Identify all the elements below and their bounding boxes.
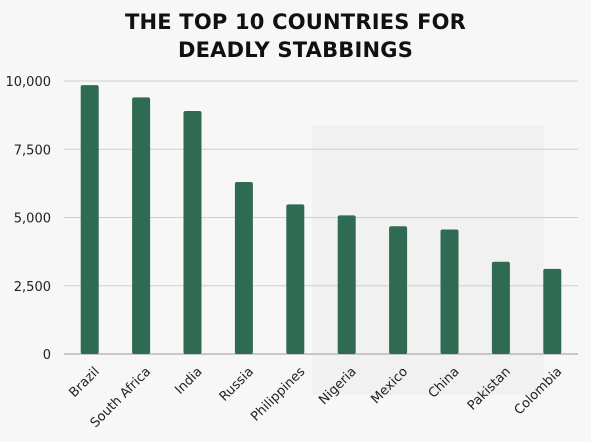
bar [543, 268, 562, 354]
bar [337, 215, 356, 354]
bar [389, 226, 408, 354]
y-tick-label: 0 [43, 348, 51, 363]
y-tick-label: 10,000 [6, 75, 52, 90]
bar [183, 111, 202, 354]
chart-title-line-2: DEADLY STABBINGS [177, 38, 414, 62]
y-tick-label: 2,500 [14, 280, 51, 295]
chart-title: THE TOP 10 COUNTRIES FOR DEADLY STABBING… [0, 8, 591, 64]
bar [234, 182, 253, 354]
y-tick-label: 7,500 [14, 143, 51, 158]
x-tick-label: Brazil [66, 364, 102, 400]
x-tick-label: India [172, 364, 205, 397]
bar [286, 204, 305, 354]
bar [132, 97, 151, 354]
bar [80, 85, 99, 354]
chart-title-line-1: THE TOP 10 COUNTRIES FOR [124, 10, 467, 34]
x-tick-label: Philippines [248, 364, 308, 424]
y-axis: 0 2,500 5,000 7,500 10,000 [6, 75, 52, 363]
y-tick-label: 5,000 [14, 212, 51, 227]
bar [491, 261, 510, 354]
bar [440, 229, 459, 354]
bars [80, 85, 562, 354]
x-tick-label: Russia [217, 364, 257, 404]
